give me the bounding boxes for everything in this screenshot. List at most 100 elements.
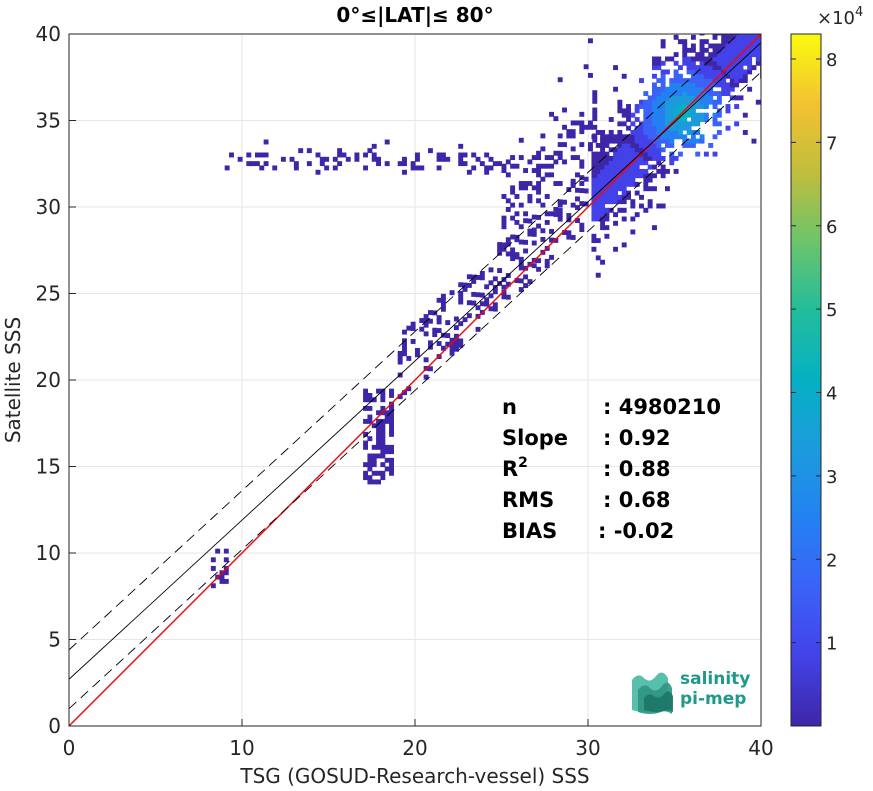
density-cell (660, 173, 666, 179)
density-cell (712, 121, 718, 127)
density-cell (647, 164, 653, 170)
density-cell (721, 34, 727, 40)
density-cell (510, 155, 516, 161)
density-cell (734, 95, 740, 101)
density-cell (626, 160, 631, 166)
density-cell (575, 196, 580, 202)
density-cell (660, 134, 666, 140)
colorbar-tick-label: 7 (826, 133, 837, 154)
density-cell (626, 181, 631, 187)
density-cell (621, 173, 627, 179)
density-cell (536, 150, 542, 156)
density-cell (621, 186, 627, 192)
density-cell (643, 173, 649, 179)
density-cell (742, 112, 748, 118)
x-tick-label: 40 (748, 736, 773, 760)
salinity-pi-mep-logo: salinity pi-mep (632, 669, 750, 714)
density-cell (708, 142, 714, 148)
density-cell (652, 86, 657, 92)
density-cell (634, 134, 640, 140)
density-cell (639, 147, 644, 153)
density-cell (634, 147, 640, 153)
density-cell (254, 161, 260, 167)
density-cell (621, 181, 627, 187)
density-cell (397, 359, 403, 365)
density-cell (367, 462, 373, 468)
y-tick-label: 25 (36, 282, 61, 306)
logo-text-pi-mep: pi-mep (680, 689, 746, 709)
density-cell (682, 82, 688, 88)
density-cell (592, 107, 598, 113)
density-cell (536, 189, 542, 195)
density-cell (634, 164, 640, 170)
density-cell (755, 39, 761, 45)
density-cell (367, 479, 373, 485)
density-cell (566, 234, 572, 240)
density-cell (660, 86, 666, 92)
density-cell (518, 287, 524, 293)
density-cell (755, 52, 761, 58)
density-cell (660, 125, 666, 131)
density-cell (254, 152, 260, 158)
density-cell (690, 104, 696, 109)
density-cell (639, 168, 644, 174)
density-cell (475, 326, 481, 332)
density-cell (376, 470, 381, 476)
density-cell (423, 374, 429, 380)
density-cell (595, 255, 601, 261)
density-cell (729, 39, 735, 45)
density-cell (647, 147, 653, 153)
density-cell (397, 161, 403, 167)
density-cell (380, 453, 386, 459)
density-cell (664, 186, 670, 192)
density-cell (501, 290, 507, 295)
density-cell (647, 186, 653, 192)
density-cell (419, 318, 425, 323)
density-cell (656, 138, 662, 144)
density-cell (716, 69, 722, 75)
density-cell (510, 185, 516, 191)
density-cell (553, 159, 559, 165)
density-cell (729, 69, 735, 75)
density-cell (436, 315, 442, 321)
density-cell (445, 341, 451, 347)
density-cell (544, 258, 550, 264)
density-cell (531, 214, 537, 220)
stat-label: Slope (502, 426, 568, 450)
density-cell (402, 156, 407, 162)
density-cell (527, 228, 533, 234)
density-cell (527, 198, 533, 204)
density-cell (540, 133, 546, 139)
density-cell (626, 142, 631, 148)
density-cell (466, 169, 472, 175)
density-cell (592, 155, 598, 161)
density-cell (549, 237, 554, 243)
density-cell (639, 130, 644, 135)
density-cell (570, 146, 576, 152)
density-cell (427, 366, 433, 372)
density-cell (488, 280, 494, 286)
density-cell (626, 117, 631, 122)
density-cell (523, 211, 529, 217)
density-cell (742, 34, 748, 36)
density-cell (510, 189, 516, 195)
density-cell (449, 350, 455, 356)
density-cell (686, 86, 692, 92)
density-cell (471, 152, 477, 158)
density-cell (376, 436, 381, 442)
density-cell (440, 345, 446, 351)
density-cell (695, 121, 701, 127)
density-cell (591, 177, 597, 183)
density-cell (484, 284, 490, 290)
density-cell (553, 212, 559, 217)
density-cell (652, 125, 657, 131)
density-cell (639, 134, 644, 140)
density-cell (608, 168, 614, 174)
density-cell (755, 47, 761, 53)
density-cell (643, 151, 649, 157)
density-cell (738, 65, 744, 71)
density-cell (738, 34, 744, 40)
density-cell (673, 91, 679, 97)
density-cell (699, 112, 705, 118)
density-cell (436, 165, 442, 171)
